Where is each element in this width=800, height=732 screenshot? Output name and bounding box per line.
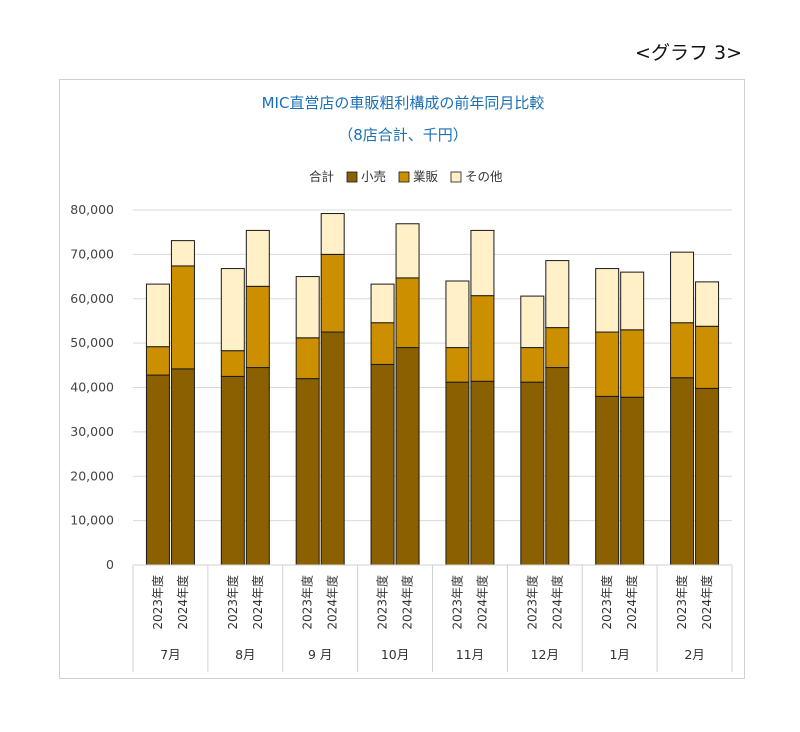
bar-retail (245, 367, 270, 566)
bar-wholesale (695, 325, 720, 389)
year-label: 2024年度 (474, 575, 489, 630)
bar-wholesale (620, 329, 645, 398)
bar-other (520, 295, 545, 349)
bar-wholesale (395, 277, 420, 349)
y-tick-label: 20,000 (70, 468, 114, 483)
month-label: 10月 (381, 647, 409, 662)
chart-frame: MIC直営店の車販粗利構成の前年同月比較 （8店合計、千円） 合計 小売 業販 … (59, 79, 745, 679)
bar-other (395, 223, 420, 279)
bar-retail (595, 395, 620, 566)
bar-other (245, 229, 270, 287)
year-label: 2023年度 (524, 575, 539, 630)
legend-label-retail: 小売 (361, 169, 386, 184)
bar-retail (320, 331, 345, 566)
bar-other (445, 280, 470, 349)
bar-wholesale (445, 347, 470, 383)
bar-retail (370, 363, 395, 566)
bar-other (370, 283, 395, 324)
bar-retail (295, 378, 320, 566)
year-label: 2023年度 (375, 575, 390, 630)
bar-other (545, 260, 570, 329)
y-tick-label: 50,000 (70, 335, 114, 350)
bar-retail (470, 380, 495, 566)
legend-label-wholesale: 業販 (413, 169, 439, 184)
bar-wholesale (670, 322, 695, 379)
bar-wholesale (545, 327, 570, 369)
month-label: 12月 (531, 647, 559, 662)
bar-other (620, 271, 645, 331)
bar-retail (620, 396, 645, 566)
bar-other (595, 268, 620, 333)
month-label: 2月 (684, 647, 704, 662)
y-tick-label: 10,000 (70, 513, 114, 528)
bar-retail (670, 377, 695, 566)
month-label: 7月 (160, 647, 180, 662)
month-label: 1月 (609, 647, 629, 662)
stacked-bar-chart: MIC直営店の車販粗利構成の前年同月比較 （8店合計、千円） 合計 小売 業販 … (70, 94, 733, 672)
y-tick-label: 0 (106, 557, 114, 572)
year-label: 2024年度 (175, 575, 190, 630)
month-label: 8月 (235, 647, 255, 662)
year-label: 2023年度 (225, 575, 240, 630)
bar-wholesale (320, 253, 345, 333)
bar-retail (395, 347, 420, 566)
bar-retail (520, 381, 545, 566)
bar-wholesale (295, 337, 320, 380)
legend: 合計 小売 業販 その他 (309, 169, 503, 184)
bar-retail (170, 368, 195, 566)
bar-other (170, 240, 195, 267)
bar-wholesale (245, 285, 270, 369)
year-label: 2023年度 (449, 575, 464, 630)
bars (145, 213, 720, 566)
bar-wholesale (470, 295, 495, 382)
y-tick-label: 60,000 (70, 291, 114, 306)
chart-title: MIC直営店の車販粗利構成の前年同月比較 (262, 94, 545, 112)
bar-wholesale (595, 331, 620, 397)
bar-wholesale (520, 347, 545, 383)
bar-other (320, 213, 345, 255)
year-label: 2023年度 (674, 575, 689, 630)
y-tick-label: 30,000 (70, 424, 114, 439)
bar-other (670, 251, 695, 324)
legend-swatch-retail (346, 171, 358, 183)
year-label: 2024年度 (325, 575, 340, 630)
bar-retail (695, 387, 720, 566)
legend-label-other: その他 (465, 169, 503, 184)
x-axis: 2023年度 2024年度 7月 2023年度 2024年度 8月 2023年度 2024年度… (132, 564, 733, 672)
bar-wholesale (170, 265, 195, 370)
bar-other (145, 283, 170, 348)
bar-other (295, 276, 320, 339)
year-label: 2024年度 (250, 575, 265, 630)
y-tick-label: 80,000 (70, 202, 114, 217)
bar-wholesale (145, 346, 170, 376)
month-label: 9 月 (308, 647, 332, 662)
year-label: 2024年度 (699, 575, 714, 630)
bar-wholesale (370, 322, 395, 365)
legend-swatch-other (450, 171, 462, 183)
chart-subtitle: （8店合計、千円） (338, 126, 468, 144)
bar-retail (445, 381, 470, 566)
bar-other (695, 281, 720, 327)
y-tick-label: 70,000 (70, 246, 114, 261)
bar-other (220, 268, 245, 352)
year-label: 2023年度 (300, 575, 315, 630)
legend-swatch-wholesale (398, 171, 410, 183)
bar-retail (545, 367, 570, 566)
bar-wholesale (220, 350, 245, 377)
year-label: 2024年度 (624, 575, 639, 630)
legend-title: 合計 (309, 169, 334, 184)
y-tick-label: 40,000 (70, 380, 114, 395)
page-label: <グラフ 3> (635, 42, 742, 64)
bar-retail (145, 374, 170, 566)
year-label: 2023年度 (599, 575, 614, 630)
y-axis: 0 10,000 20,000 30,000 40,000 50,000 60,000 70,… (70, 202, 114, 572)
year-label: 2024年度 (549, 575, 564, 630)
bar-other (470, 229, 495, 297)
bar-retail (220, 375, 245, 566)
month-label: 11月 (456, 647, 484, 662)
year-label: 2024年度 (400, 575, 415, 630)
year-label: 2023年度 (150, 575, 165, 630)
